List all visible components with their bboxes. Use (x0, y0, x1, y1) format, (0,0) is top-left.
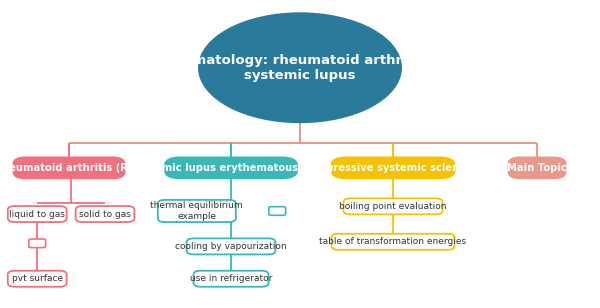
FancyBboxPatch shape (187, 238, 275, 254)
Text: thermal equilibirium
example: thermal equilibirium example (151, 201, 243, 221)
FancyBboxPatch shape (165, 157, 297, 178)
Text: systemic lupus erythematous (SLE): systemic lupus erythematous (SLE) (131, 163, 331, 173)
Text: pvt surface: pvt surface (11, 274, 63, 283)
Text: liquid to gas: liquid to gas (9, 209, 65, 219)
FancyBboxPatch shape (8, 206, 67, 222)
FancyBboxPatch shape (8, 271, 67, 287)
FancyBboxPatch shape (331, 157, 455, 178)
Ellipse shape (198, 12, 402, 123)
FancyBboxPatch shape (158, 200, 236, 222)
Text: Main Topic: Main Topic (507, 163, 567, 173)
Text: boiling point evaluation: boiling point evaluation (339, 202, 447, 211)
Text: rheumatoid arthritis (RA): rheumatoid arthritis (RA) (0, 163, 140, 173)
FancyBboxPatch shape (193, 271, 269, 287)
Text: cooling by vapourization: cooling by vapourization (175, 242, 287, 251)
Text: rheumatology: rheumatoid arthritis &
systemic lupus: rheumatology: rheumatoid arthritis & sys… (158, 54, 442, 82)
FancyBboxPatch shape (269, 207, 286, 215)
Text: use in refrigerator: use in refrigerator (190, 274, 272, 283)
Text: table of transformation energies: table of transformation energies (319, 237, 467, 246)
Text: progressive systemic sclerosis: progressive systemic sclerosis (307, 163, 479, 173)
Text: solid to gas: solid to gas (79, 209, 131, 219)
FancyBboxPatch shape (331, 234, 455, 250)
FancyBboxPatch shape (76, 206, 134, 222)
FancyBboxPatch shape (29, 239, 46, 248)
FancyBboxPatch shape (14, 157, 125, 178)
FancyBboxPatch shape (509, 157, 566, 178)
FancyBboxPatch shape (343, 198, 443, 214)
